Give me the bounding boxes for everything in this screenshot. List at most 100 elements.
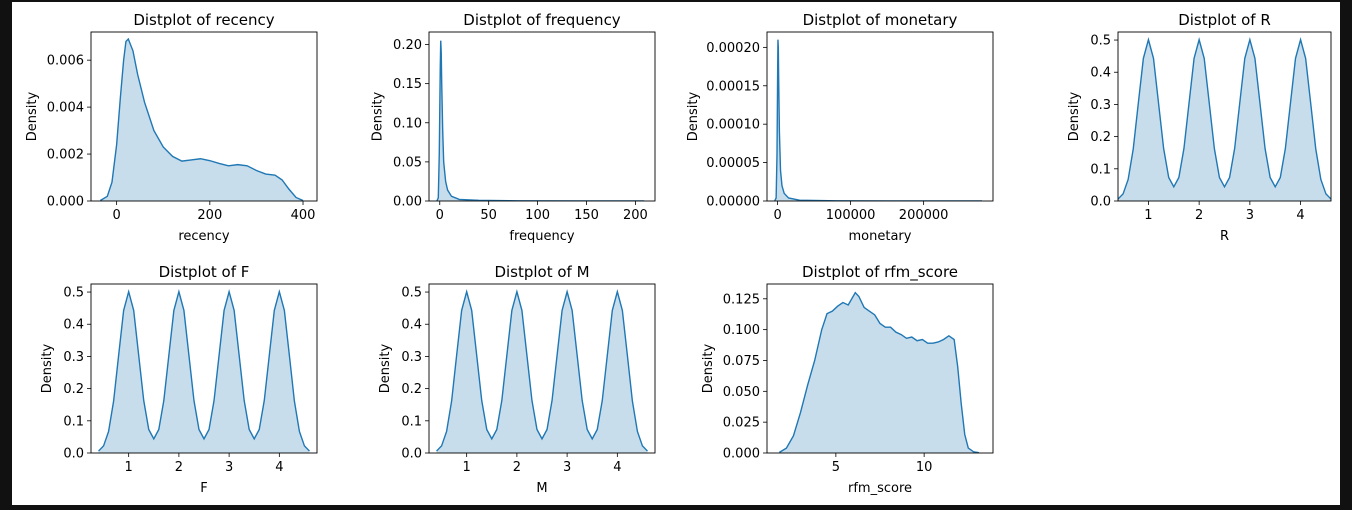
x-tick-label: 0 (436, 208, 444, 223)
y-tick-label: 0.2 (401, 382, 422, 397)
density-line (778, 291, 980, 453)
x-tick-label: 10 (916, 460, 933, 475)
x-tick-label: 4 (613, 460, 621, 475)
density-fill (98, 291, 310, 453)
y-tick-label: 0.002 (47, 148, 84, 163)
axes-frame (90, 31, 318, 202)
axes-frame (428, 283, 656, 454)
x-axis-label: frequency (509, 229, 575, 244)
y-tick-label: 0.00010 (706, 118, 760, 133)
y-axis-label: Density (378, 343, 393, 393)
y-tick-label: 0.00005 (706, 156, 760, 171)
y-axis-label: Density (371, 91, 386, 141)
plot-area (436, 40, 645, 201)
plot-area (1118, 37, 1331, 201)
density-line (98, 289, 310, 452)
plot-area (778, 291, 980, 453)
x-tick-label: 2 (513, 460, 521, 475)
x-tick-label: 100 (525, 208, 550, 223)
plot-area (436, 289, 648, 453)
subplot-recency: 0 200 400 0.000 0.002 0.004 0.006 Distplot of r… (25, 11, 318, 244)
x-tick-label: 200000 (899, 208, 949, 223)
x-tick-label: 3 (563, 460, 571, 475)
x-tick-label: 1 (1144, 208, 1152, 223)
y-tick-label: 0.0 (63, 447, 84, 462)
subplot-frequency: 0 50 100 150 200 0.00 0.05 0.10 0.15 0.20 Distplot… (371, 11, 656, 244)
density-fill (774, 39, 983, 201)
y-tick-label: 0.10 (393, 116, 422, 131)
x-axis-label: rfm_score (848, 481, 912, 496)
y-axis-label: Density (40, 343, 55, 393)
density-line (774, 39, 983, 201)
x-tick-label: 3 (225, 460, 233, 475)
y-tick-label: 0.5 (1090, 34, 1111, 49)
y-tick-label: 0.0 (401, 447, 422, 462)
x-axis-label: F (200, 481, 207, 496)
y-tick-label: 0.025 (723, 416, 760, 431)
axes-frame (1117, 31, 1332, 202)
y-tick-label: 0.00000 (706, 195, 760, 210)
subplot-f: 1 2 3 4 0.0 0.1 0.2 0.3 0.4 0.5 Distplot of F F Dens… (40, 263, 318, 496)
figure-canvas: 0 200 4 0 0 0.000 0.002 0.004 0.006 Distplot of r… (25, 11, 1332, 496)
y-tick-label: 0.004 (47, 101, 84, 116)
axes-frame (428, 31, 656, 202)
y-tick-label: 0.1 (401, 414, 422, 429)
y-tick-label: 0.125 (723, 292, 760, 307)
y-tick-label: 0.5 (401, 286, 422, 301)
y-tick-label: 0.006 (47, 54, 84, 69)
y-axis-label: Density (686, 91, 701, 141)
x-tick-label: 0 (112, 208, 120, 223)
y-tick-label: 0.050 (723, 385, 760, 400)
density-line (436, 289, 648, 452)
x-tick-label: 50 (480, 208, 497, 223)
x-tick-label: 1 (125, 460, 133, 475)
y-tick-label: 0.075 (723, 354, 760, 369)
y-tick-label: 0.2 (63, 382, 84, 397)
y-tick-label: 0.00015 (706, 79, 760, 94)
x-tick-label: 200 (197, 208, 222, 223)
subplot-title: Distplot of monetary (803, 11, 958, 29)
subplot-title: Distplot of rfm_score (802, 263, 958, 282)
plot-area (99, 37, 304, 201)
subplot-title: Distplot of R (1178, 11, 1271, 29)
x-tick-label: 100000 (826, 208, 876, 223)
y-tick-label: 0.3 (63, 350, 84, 365)
y-axis-label: Density (1067, 91, 1082, 141)
x-tick-label: 4 (1296, 208, 1304, 223)
y-tick-label: 0.5 (63, 286, 84, 301)
x-tick-label: 2 (175, 460, 183, 475)
x-axis-label: R (1220, 229, 1229, 244)
subplot-r: 1 2 3 4 0.0 0.1 0.2 0.3 0.4 0.5 Distplot of R R Dens… (1067, 11, 1332, 244)
x-tick-label: 5 (832, 460, 840, 475)
x-tick-label: 2 (1195, 208, 1203, 223)
y-tick-label: 0.1 (63, 414, 84, 429)
density-line (1118, 37, 1331, 200)
y-tick-label: 0.15 (393, 77, 422, 92)
x-tick-label: 3 (1246, 208, 1254, 223)
y-axis-label: Density (701, 343, 716, 393)
x-axis-label: M (536, 481, 547, 496)
subplot-title: Distplot of recency (133, 11, 274, 29)
subplot-title: Distplot of F (159, 263, 250, 281)
y-tick-label: 0.4 (63, 318, 84, 333)
x-axis-label: recency (178, 229, 230, 244)
y-tick-label: 0.3 (401, 350, 422, 365)
x-tick-label: 150 (574, 208, 599, 223)
x-axis-label: monetary (849, 229, 912, 244)
y-tick-label: 0.00020 (706, 41, 760, 56)
y-tick-label: 0.000 (723, 447, 760, 462)
y-tick-label: 0.2 (1090, 130, 1111, 145)
plot-area (98, 289, 310, 453)
y-tick-label: 0.100 (723, 323, 760, 338)
y-tick-label: 0.3 (1090, 98, 1111, 113)
axes-frame (766, 31, 994, 202)
density-line (436, 40, 645, 201)
plot-area (774, 39, 983, 201)
density-fill (100, 39, 304, 201)
density-fill (1118, 39, 1331, 201)
y-tick-label: 0.0 (1090, 195, 1111, 210)
subplot-title: Distplot of M (494, 263, 589, 281)
density-fill (436, 40, 645, 201)
x-tick-label: 0 (773, 208, 781, 223)
y-tick-label: 0.20 (393, 38, 422, 53)
